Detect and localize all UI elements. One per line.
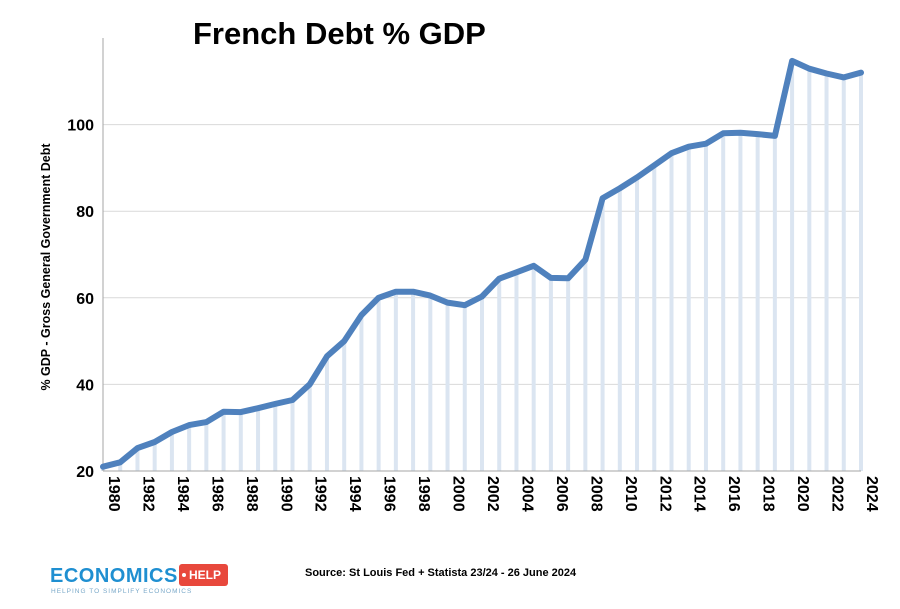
y-axis-label: % GDP - Gross General Government Debt bbox=[39, 143, 53, 391]
x-tick-label: 1988 bbox=[243, 476, 260, 512]
chart-title: French Debt % GDP bbox=[193, 16, 486, 51]
logo-wordmark: ECONOMICS bbox=[50, 565, 178, 587]
y-tick-label: 20 bbox=[76, 464, 94, 481]
x-tick-label: 1990 bbox=[277, 476, 294, 512]
x-tick-label: 2022 bbox=[829, 476, 846, 512]
drop-lines bbox=[101, 60, 863, 471]
debt-series-line bbox=[100, 57, 864, 470]
x-tick-label: 2016 bbox=[725, 476, 742, 512]
x-tick-label: 2008 bbox=[587, 476, 604, 512]
series-group bbox=[100, 57, 864, 470]
economics-help-logo: ECONOMICS HELP HELPING TO SIMPLIFY ECONO… bbox=[50, 561, 230, 603]
x-tick-labels: 1980 1982 1984 1986 1988 1990 1992 1994 1996 1998… bbox=[105, 476, 880, 512]
x-tick-label: 2018 bbox=[760, 476, 777, 512]
x-tick-label: 1996 bbox=[381, 476, 398, 512]
x-tick-label: 2004 bbox=[518, 476, 535, 512]
y-tick-labels: 20 40 60 80 100 bbox=[67, 118, 94, 481]
axes bbox=[102, 38, 861, 472]
y-tick-label: 80 bbox=[76, 204, 94, 221]
x-tick-label: 1986 bbox=[208, 476, 225, 512]
x-tick-label: 2010 bbox=[622, 476, 639, 512]
x-tick-label: 2000 bbox=[450, 476, 467, 512]
x-tick-label: 2014 bbox=[691, 476, 708, 512]
x-tick-label: 1994 bbox=[346, 476, 363, 512]
x-tick-label: 2002 bbox=[484, 476, 501, 512]
x-tick-label: 2012 bbox=[656, 476, 673, 512]
logo-badge: HELP bbox=[179, 564, 229, 586]
x-tick-label: 1998 bbox=[415, 476, 432, 512]
y-tick-label: 100 bbox=[67, 118, 94, 135]
x-tick-label: 1980 bbox=[105, 476, 122, 512]
y-tick-label: 40 bbox=[76, 377, 94, 394]
x-tick-label: 1992 bbox=[312, 476, 329, 512]
source-note: Source: St Louis Fed + Statista 23/24 - … bbox=[305, 567, 577, 579]
x-tick-label: 2020 bbox=[794, 476, 811, 512]
x-tick-label: 1982 bbox=[139, 476, 156, 512]
x-tick-label: 2024 bbox=[863, 476, 880, 512]
y-tick-label: 60 bbox=[76, 291, 94, 308]
logo-tagline: HELPING TO SIMPLIFY ECONOMICS bbox=[51, 588, 193, 595]
x-tick-label: 1984 bbox=[174, 476, 191, 512]
x-tick-label: 2006 bbox=[553, 476, 570, 512]
